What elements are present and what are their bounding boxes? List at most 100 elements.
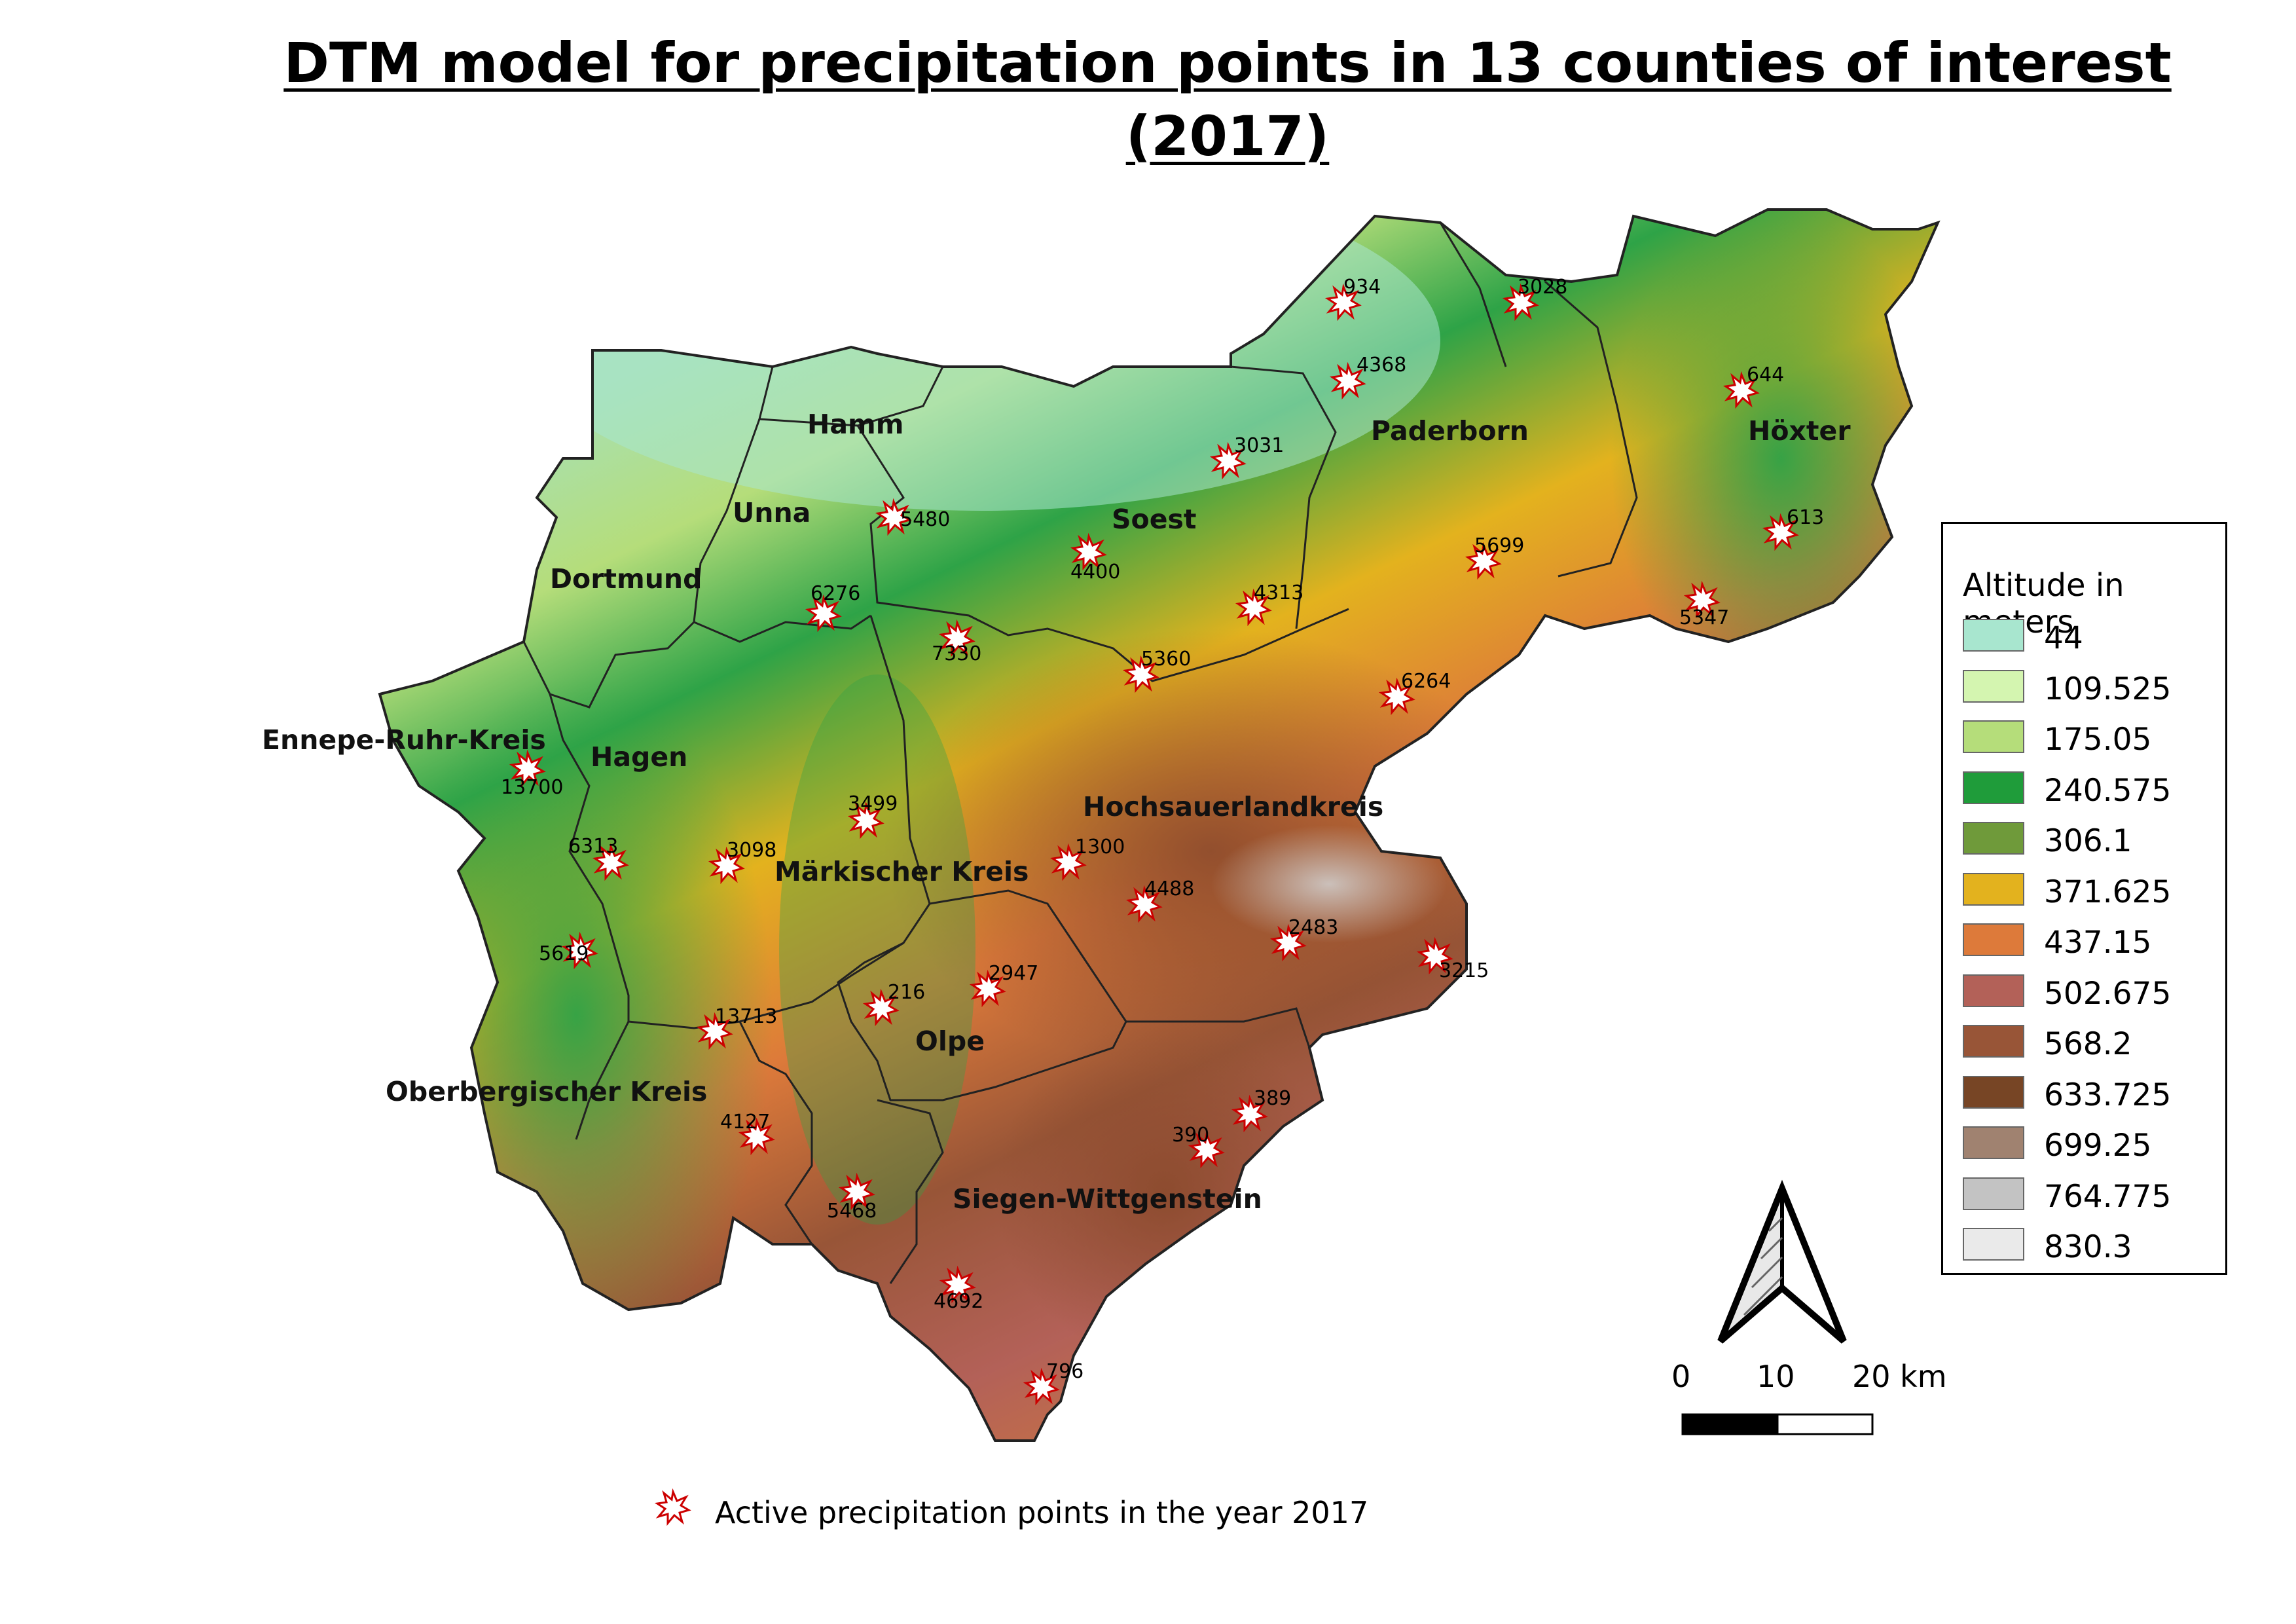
legend-label: 109.525	[2044, 671, 2172, 707]
station-marker: 6264	[1380, 670, 1451, 714]
station-label: 3499	[848, 792, 898, 815]
legend-label: 633.725	[2044, 1077, 2172, 1113]
map-title: DTM model for precipitation points in 13…	[0, 26, 2296, 173]
station-marker: 4368	[1331, 354, 1406, 398]
station-marker: 644	[1724, 363, 1784, 407]
station-label: 3031	[1234, 434, 1284, 457]
map-title-line2: (2017)	[1125, 104, 1330, 168]
station-marker: 3028	[1504, 276, 1567, 320]
legend-swatch	[1963, 1177, 2024, 1210]
station-label: 5468	[827, 1200, 877, 1223]
station-marker: 4692	[934, 1268, 983, 1313]
legend-swatch	[1963, 1228, 2024, 1261]
legend-label: 175.05	[2044, 722, 2152, 758]
station-label: 644	[1747, 363, 1784, 386]
legend-swatch	[1963, 974, 2024, 1007]
county-label-hamm: Hamm	[807, 409, 903, 440]
station-marker: 216	[864, 981, 925, 1025]
legend-swatch	[1963, 1025, 2024, 1058]
station-label: 6264	[1401, 670, 1451, 693]
legend-swatch	[1963, 1075, 2024, 1109]
station-label: 5360	[1141, 648, 1191, 671]
station-marker: 5480	[877, 500, 950, 534]
county-boundaries	[522, 222, 1638, 1284]
stations-layer: 934 3028 4368 644 3031 5480 4400 613 6276 7330 569…	[501, 276, 1824, 1404]
station-label: 4488	[1144, 877, 1194, 900]
station-label: 5699	[1474, 534, 1524, 557]
scale-label-10: 10	[1757, 1359, 1795, 1394]
station-label: 4313	[1254, 581, 1303, 604]
station-label: 4127	[720, 1111, 770, 1134]
station-label: 216	[888, 981, 925, 1004]
station-marker: 1300	[1051, 836, 1125, 879]
station-marker: 934	[1326, 276, 1381, 320]
station-label: 5347	[1679, 606, 1729, 629]
station-label: 5619	[539, 942, 589, 965]
station-marker: 4313	[1237, 581, 1303, 625]
station-marker: 2483	[1271, 916, 1338, 960]
station-label: 6276	[811, 582, 860, 605]
scale-bar	[1681, 1413, 1874, 1435]
county-label-olpe: Olpe	[915, 1025, 985, 1057]
station-label: 4400	[1070, 561, 1120, 583]
station-marker: 3031	[1211, 434, 1284, 478]
station-label: 613	[1787, 506, 1824, 529]
station-marker: 796	[1025, 1360, 1084, 1404]
legend-label: 306.1	[2044, 823, 2132, 859]
station-marker: 5619	[539, 934, 597, 968]
legend-label: 830.3	[2044, 1229, 2132, 1265]
station-label: 796	[1046, 1360, 1084, 1383]
county-label-oberberg: Oberbergischer Kreis	[386, 1076, 707, 1107]
county-label-hoexter: Höxter	[1748, 415, 1851, 447]
legend-swatch	[1963, 1126, 2024, 1159]
station-label: 4692	[934, 1290, 983, 1313]
legend-swatch	[1963, 720, 2024, 753]
scale-bar-black	[1681, 1413, 1779, 1435]
station-marker: 389	[1233, 1087, 1291, 1131]
legend-swatch	[1963, 771, 2024, 804]
station-label: 3215	[1439, 959, 1489, 982]
station-label: 7330	[932, 642, 981, 665]
station-label: 13700	[501, 776, 563, 799]
station-label: 2947	[989, 962, 1038, 985]
legend-swatch	[1963, 619, 2024, 652]
station-marker: 2947	[971, 962, 1038, 1006]
station-marker: 390	[1172, 1124, 1224, 1167]
station-marker: 13713	[698, 1005, 777, 1048]
station-marker: 4400	[1070, 535, 1120, 583]
station-marker: 6313	[568, 835, 628, 879]
legend-swatch	[1963, 822, 2024, 855]
north-arrow	[1717, 1179, 1847, 1344]
county-labels: Hamm Unna Dortmund Soest Paderborn Höxte…	[262, 409, 1851, 1215]
station-label: 3028	[1518, 276, 1567, 299]
station-label: 6313	[568, 835, 618, 858]
station-marker: 5347	[1679, 583, 1729, 629]
scale-label-0: 0	[1671, 1359, 1691, 1394]
legend-label: 568.2	[2044, 1026, 2132, 1062]
legend-label: 502.675	[2044, 975, 2172, 1012]
station-label: 4368	[1357, 354, 1406, 377]
station-marker: 4488	[1127, 877, 1194, 921]
bottom-legend-label: Active precipitation points in the year …	[715, 1495, 1369, 1530]
legend-swatch	[1963, 669, 2024, 703]
station-marker: 3215	[1418, 939, 1489, 982]
station-label: 1300	[1075, 836, 1125, 858]
station-marker: 6276	[807, 582, 860, 631]
scale-label-20km: 20 km	[1852, 1359, 1947, 1394]
map-title-line1: DTM model for precipitation points in 13…	[283, 31, 2172, 95]
county-label-soest: Soest	[1112, 504, 1197, 535]
county-label-siegen: Siegen-Wittgenstein	[953, 1183, 1262, 1215]
legend-label: 699.25	[2044, 1128, 2152, 1164]
station-marker: 4127	[720, 1111, 774, 1154]
county-label-dortmund: Dortmund	[550, 563, 702, 595]
scale-bar-white	[1776, 1413, 1874, 1435]
station-marker: 7330	[932, 621, 981, 665]
station-label: 2483	[1288, 916, 1338, 939]
legend-label: 240.575	[2044, 772, 2172, 809]
station-marker: 5360	[1124, 648, 1191, 692]
station-marker: 13700	[501, 752, 563, 799]
station-marker: 3098	[710, 839, 776, 883]
legend-label: 437.15	[2044, 925, 2152, 961]
legend-label: 764.775	[2044, 1178, 2172, 1215]
station-label: 390	[1172, 1124, 1209, 1147]
